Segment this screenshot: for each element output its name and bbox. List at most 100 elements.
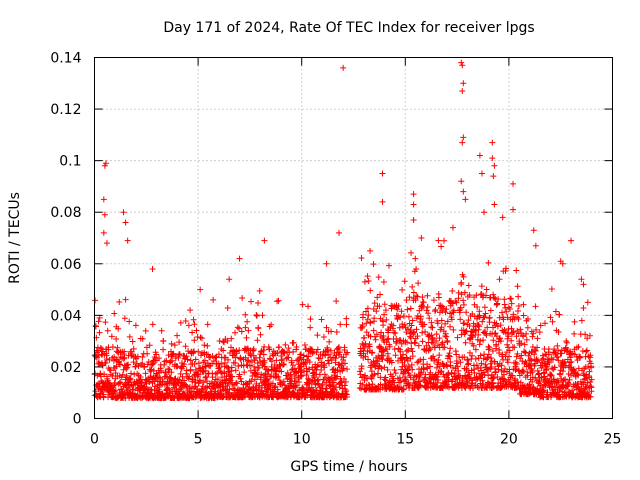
data-point (239, 294, 246, 301)
data-point (119, 371, 126, 378)
data-point (297, 363, 304, 370)
data-point (149, 361, 156, 368)
data-point (129, 338, 136, 345)
data-point (113, 336, 120, 343)
data-point (462, 328, 469, 335)
data-point (171, 342, 178, 349)
data-point (556, 311, 563, 318)
data-point (190, 316, 197, 323)
data-point (111, 382, 118, 389)
data-point (468, 332, 475, 339)
data-point (450, 307, 457, 314)
data-point (280, 378, 287, 385)
data-point (399, 286, 406, 293)
data-point (443, 333, 450, 340)
data-point (465, 282, 472, 289)
data-point (502, 377, 509, 384)
data-point (175, 354, 182, 361)
data-point (335, 229, 342, 236)
data-point (344, 349, 351, 356)
data-point (411, 339, 418, 346)
data-point (137, 374, 144, 381)
data-point (564, 347, 571, 354)
data-point (559, 368, 566, 375)
data-point (137, 387, 144, 394)
data-point (245, 357, 252, 364)
data-point (195, 371, 202, 378)
y-tick-label: 0.12 (50, 102, 81, 118)
data-point (221, 339, 228, 346)
data-point (522, 349, 529, 356)
data-point (181, 391, 188, 398)
data-point (336, 349, 343, 356)
data-point (397, 348, 404, 355)
data-point (146, 342, 153, 349)
data-point (462, 372, 469, 379)
data-point (412, 340, 419, 347)
data-point (101, 162, 108, 169)
data-point (508, 300, 515, 307)
data-point (458, 291, 465, 298)
data-point (145, 359, 152, 366)
data-point (586, 332, 593, 339)
data-point (228, 364, 235, 371)
data-point (204, 321, 211, 328)
data-point (505, 333, 512, 340)
data-point (382, 377, 389, 384)
data-point (363, 329, 370, 336)
data-point (457, 359, 464, 366)
data-point (358, 363, 365, 370)
data-point (401, 362, 408, 369)
data-point (539, 356, 546, 363)
data-point (532, 242, 539, 249)
data-point (549, 356, 556, 363)
data-point (380, 352, 387, 359)
data-point (334, 373, 341, 380)
data-point (402, 376, 409, 383)
data-point (498, 362, 505, 369)
data-point (428, 319, 435, 326)
data-point (362, 340, 369, 347)
data-point (384, 350, 391, 357)
data-point (202, 367, 209, 374)
data-point (532, 303, 539, 310)
data-point (378, 365, 385, 372)
data-point (275, 373, 282, 380)
data-point (248, 298, 255, 305)
data-point (444, 338, 451, 345)
data-point (383, 316, 390, 323)
data-point (208, 380, 215, 387)
data-point (298, 351, 305, 358)
data-point (255, 300, 262, 307)
data-point (385, 327, 392, 334)
data-point (232, 359, 239, 366)
data-point (142, 370, 149, 377)
data-point (530, 227, 537, 234)
data-point (568, 237, 575, 244)
data-point (374, 294, 381, 301)
data-point (524, 372, 531, 379)
data-point (325, 351, 332, 358)
data-point (406, 365, 413, 372)
data-point (121, 354, 128, 361)
data-point (243, 361, 250, 368)
data-point (536, 329, 543, 336)
data-point (248, 378, 255, 385)
data-point (430, 353, 437, 360)
data-point (420, 356, 427, 363)
data-point (111, 310, 118, 317)
data-point (92, 323, 99, 330)
data-point (438, 368, 445, 375)
data-point (575, 372, 582, 379)
data-point (247, 367, 254, 374)
data-point (307, 324, 314, 331)
x-tick-label: 10 (293, 432, 311, 448)
data-point (397, 377, 404, 384)
data-point (574, 371, 581, 378)
data-point (365, 312, 372, 319)
data-point (447, 345, 454, 352)
data-point (401, 321, 408, 328)
data-point (398, 355, 405, 362)
data-point (482, 292, 489, 299)
data-point (314, 332, 321, 339)
